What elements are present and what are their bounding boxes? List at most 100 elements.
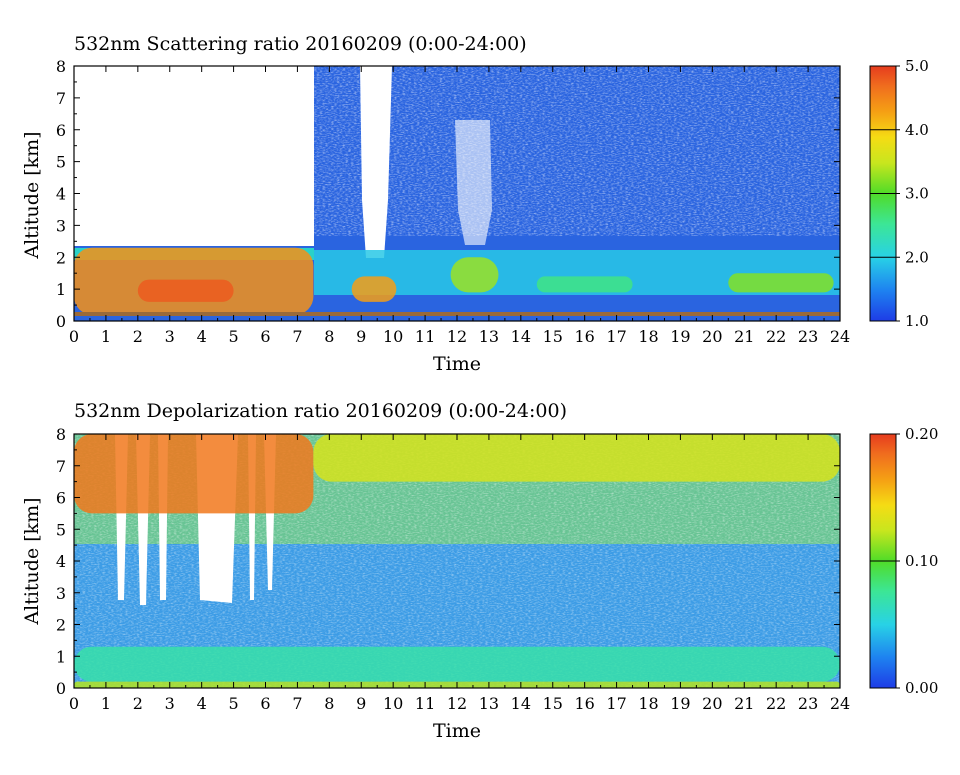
colorbar-tick-label: 1.0	[905, 312, 929, 330]
colorbar-tick-label: 2.0	[905, 248, 929, 266]
x-tick-label: 14	[511, 327, 531, 346]
x-axis-label: Time	[433, 720, 481, 742]
x-tick-label: 22	[766, 327, 786, 346]
y-tick-label: 6	[56, 121, 66, 140]
y-axis-ticks: 0 1 2 3 4 5 6 7 8	[56, 425, 840, 698]
x-tick-label: 6	[260, 327, 270, 346]
y-tick-label: 4	[56, 185, 66, 204]
y-axis-ticks: 0 1 2 3 4 5 6 7 8	[56, 57, 840, 331]
noise-texture	[314, 66, 840, 236]
x-tick-label: 14	[511, 694, 531, 713]
x-tick-label: 20	[702, 327, 722, 346]
colorbar-tick-label: 0.10	[905, 552, 938, 570]
y-tick-label: 5	[56, 520, 66, 539]
y-tick-label: 5	[56, 153, 66, 172]
x-tick-label: 19	[670, 327, 690, 346]
clear-gap-region	[360, 66, 392, 258]
y-tick-label: 2	[56, 248, 66, 267]
heatmap-feature	[137, 279, 234, 302]
x-tick-label: 21	[734, 327, 754, 346]
x-tick-label: 4	[197, 327, 207, 346]
y-tick-label: 6	[56, 489, 66, 508]
y-tick-label: 2	[56, 616, 66, 635]
x-tick-label: 11	[415, 327, 435, 346]
heatmap-feature	[74, 434, 314, 514]
y-tick-label: 3	[56, 584, 66, 603]
x-tick-label: 10	[383, 327, 403, 346]
x-tick-label: 2	[133, 327, 143, 346]
scattering-ratio-features	[74, 247, 834, 315]
y-tick-label: 0	[56, 312, 66, 331]
heatmap-feature	[351, 276, 397, 302]
colorbar-ticks: 0.00 0.10 0.20	[870, 425, 938, 697]
x-tick-label: 12	[447, 327, 467, 346]
y-axis-label: Altitude [km]	[21, 131, 43, 259]
colorbar-tick-label: 0.00	[905, 679, 938, 697]
x-tick-label: 0	[69, 327, 79, 346]
x-tick-label: 1	[101, 694, 111, 713]
x-tick-label: 17	[606, 694, 626, 713]
y-tick-label: 1	[56, 647, 66, 666]
depolarization-ratio-title: 532nm Depolarization ratio 20160209 (0:0…	[74, 400, 567, 422]
y-tick-label: 0	[56, 679, 66, 698]
colorbar-tick-label: 0.20	[905, 425, 938, 443]
clear-sky-region	[74, 66, 314, 246]
y-tick-label: 8	[56, 425, 66, 444]
x-tick-label: 5	[228, 327, 238, 346]
y-tick-label: 3	[56, 216, 66, 235]
x-tick-label: 17	[606, 327, 626, 346]
x-tick-label: 9	[356, 694, 366, 713]
x-tick-label: 15	[543, 327, 563, 346]
x-tick-label: 8	[324, 694, 334, 713]
depolarization-ratio-features	[74, 434, 840, 688]
x-axis-ticks: 0 1 2 3 4 5 6 7 8 9 10 11 12 13 14 15 16 17 18 19 20 21 22 23 24	[69, 434, 850, 713]
x-tick-label: 22	[766, 694, 786, 713]
x-tick-label: 11	[415, 694, 435, 713]
x-tick-label: 7	[292, 694, 302, 713]
y-tick-label: 7	[56, 457, 66, 476]
heatmap-feature	[536, 276, 633, 293]
x-tick-label: 23	[798, 327, 818, 346]
surface-strip	[74, 312, 840, 316]
x-tick-label: 21	[734, 694, 754, 713]
scattering-ratio-heatmap	[74, 66, 840, 321]
x-tick-label: 7	[292, 327, 302, 346]
x-tick-label: 0	[69, 694, 79, 713]
colorbar-tick-label: 5.0	[905, 57, 929, 75]
x-tick-label: 6	[260, 694, 270, 713]
x-tick-label: 4	[197, 694, 207, 713]
x-tick-label: 5	[228, 694, 238, 713]
heatmap-feature	[450, 257, 499, 293]
colorbar-ticks: 1.0 2.0 3.0 4.0 5.0	[870, 57, 929, 330]
heatmap-feature	[313, 434, 840, 482]
x-tick-label: 10	[383, 694, 403, 713]
x-tick-label: 8	[324, 327, 334, 346]
colorbar-tick-label: 3.0	[905, 185, 929, 203]
y-axis-label: Altitude [km]	[21, 497, 43, 625]
y-tick-label: 4	[56, 552, 66, 571]
surface-line	[74, 312, 840, 316]
x-axis-ticks: 0 1 2 3 4 5 6 7 8 9 10 11 12 13 14 15 16 17 18 19 20 21 22 23 24	[69, 66, 850, 346]
y-tick-label: 1	[56, 280, 66, 299]
x-tick-label: 15	[543, 694, 563, 713]
x-tick-label: 13	[479, 694, 499, 713]
y-tick-label: 8	[56, 57, 66, 76]
x-tick-label: 16	[574, 327, 594, 346]
x-tick-label: 3	[165, 694, 175, 713]
scattering-ratio-title: 532nm Scattering ratio 20160209 (0:00-24…	[74, 33, 527, 55]
clear-gap-region-2	[455, 120, 492, 245]
x-tick-label: 13	[479, 327, 499, 346]
x-tick-label: 18	[638, 327, 658, 346]
x-tick-label: 9	[356, 327, 366, 346]
x-tick-label: 23	[798, 694, 818, 713]
colorbar-tick-label: 4.0	[905, 121, 929, 139]
x-tick-label: 24	[830, 327, 850, 346]
x-tick-label: 20	[702, 694, 722, 713]
x-tick-label: 3	[165, 327, 175, 346]
x-tick-label: 12	[447, 694, 467, 713]
heatmap-feature	[728, 273, 834, 293]
x-axis-label: Time	[433, 353, 481, 375]
x-tick-label: 16	[574, 694, 594, 713]
